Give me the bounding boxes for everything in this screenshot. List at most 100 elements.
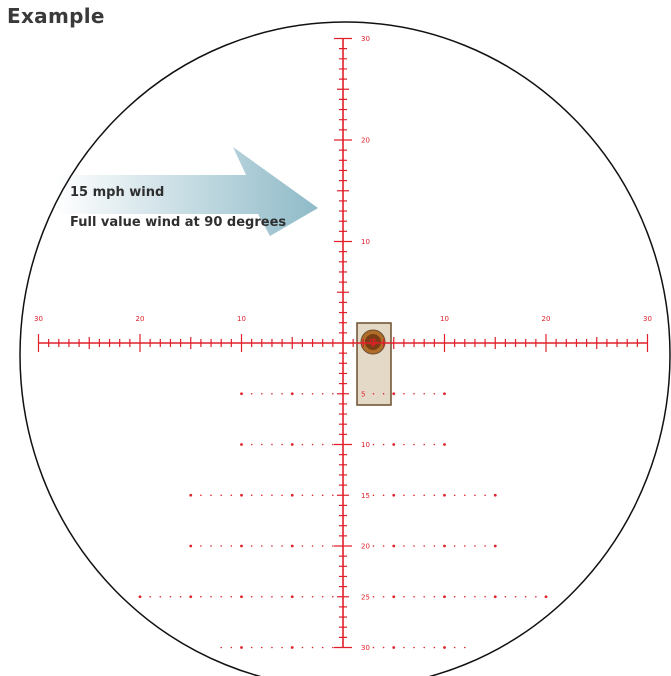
holdover-dot xyxy=(189,544,193,548)
holdover-dot xyxy=(311,595,314,598)
holdover-dot xyxy=(290,443,294,446)
reticle-h-label: 20 xyxy=(136,315,145,323)
holdover-dot xyxy=(382,443,385,446)
holdover-dot xyxy=(311,392,314,395)
holdover-dot xyxy=(443,392,446,396)
holdover-dot xyxy=(281,595,283,598)
holdover-dot xyxy=(413,443,415,446)
holdover-dot xyxy=(514,595,517,598)
holdover-dot xyxy=(261,595,263,598)
holdover-dot xyxy=(240,392,243,396)
holdover-dot xyxy=(230,545,233,547)
holdover-dot xyxy=(261,443,263,446)
holdover-dot xyxy=(464,595,466,598)
holdover-dot xyxy=(301,646,304,649)
holdover-dot xyxy=(311,443,314,446)
holdover-dot xyxy=(189,595,193,599)
holdover-dot xyxy=(413,494,415,497)
holdover-dot xyxy=(290,595,294,599)
holdover-dot xyxy=(311,646,314,649)
holdover-dot xyxy=(392,493,396,497)
holdover-dot xyxy=(484,595,486,598)
holdover-dot xyxy=(250,392,253,395)
holdover-dot xyxy=(271,646,273,649)
reticle-h-label: 10 xyxy=(237,315,246,323)
holdover-dot xyxy=(261,392,263,395)
holdover-dot xyxy=(200,545,202,547)
holdover-dot xyxy=(403,494,405,497)
holdover-dot xyxy=(332,646,334,649)
holdover-dot xyxy=(453,545,456,547)
holdover-dot xyxy=(453,595,456,598)
holdover-dot xyxy=(250,545,253,547)
holdover-dot xyxy=(220,545,222,547)
reticle-h-label: 10 xyxy=(440,315,449,323)
holdover-dot xyxy=(281,545,283,547)
holdover-dot xyxy=(372,595,375,598)
holdover-dot xyxy=(321,646,324,649)
holdover-dot xyxy=(271,595,273,598)
reticle-v-label: 30 xyxy=(361,35,370,43)
holdover-dot xyxy=(403,545,405,547)
holdover-dot xyxy=(413,646,415,649)
holdover-dot xyxy=(423,646,426,649)
holdover-dot xyxy=(433,443,436,446)
reticle-v-label: 20 xyxy=(361,137,370,145)
holdover-dot xyxy=(524,595,527,598)
holdover-dot xyxy=(403,646,405,649)
holdover-dot xyxy=(332,545,334,547)
holdover-dot xyxy=(433,545,436,547)
holdover-dot xyxy=(179,595,182,598)
holdover-dot xyxy=(372,545,375,547)
holdover-dot xyxy=(240,443,243,446)
holdover-label: 15 xyxy=(361,492,370,500)
holdover-dot xyxy=(474,595,476,598)
holdover-dot xyxy=(332,494,334,497)
wind-value-label: Full value wind at 90 degrees xyxy=(70,215,286,230)
holdover-dot xyxy=(403,392,405,395)
holdover-dot xyxy=(453,494,456,497)
holdover-dot xyxy=(382,595,385,598)
holdover-dot xyxy=(443,646,446,649)
holdover-dot xyxy=(372,494,375,497)
reticle-marks: 30 20 10 10 20 30 30 20 10 5 10 15 20 25 30 xyxy=(34,35,652,652)
holdover-dot xyxy=(250,595,253,598)
holdover-dot xyxy=(372,443,375,446)
holdover-dot xyxy=(382,494,385,497)
scope-ring xyxy=(19,21,671,676)
holdover-dot xyxy=(271,392,273,395)
holdover-dot xyxy=(281,392,283,395)
holdover-dot xyxy=(240,646,243,649)
holdover-dot xyxy=(261,646,263,649)
holdover-dot xyxy=(220,494,222,497)
holdover-dot xyxy=(240,493,243,497)
holdover-dot xyxy=(544,595,548,599)
holdover-dot xyxy=(382,545,385,547)
holdover-dot xyxy=(290,646,294,649)
holdover-dot xyxy=(403,443,405,446)
holdover-dot xyxy=(433,494,436,497)
holdover-dot xyxy=(443,544,446,548)
holdover-dot xyxy=(382,646,385,649)
holdover-label: 20 xyxy=(361,543,370,551)
holdover-label: 25 xyxy=(361,593,370,601)
holdover-dot xyxy=(535,595,537,598)
holdover-dot xyxy=(493,595,497,599)
holdover-dot xyxy=(423,392,426,395)
holdover-dot xyxy=(332,392,334,395)
holdover-dot xyxy=(261,494,263,497)
holdover-dot xyxy=(413,392,415,395)
holdover-dot xyxy=(159,595,162,598)
holdover-dot xyxy=(230,595,233,598)
holdover-dot xyxy=(464,545,466,547)
holdover-dot xyxy=(403,595,405,598)
holdover-dot xyxy=(443,595,446,599)
holdover-dot xyxy=(290,493,294,497)
holdover-dot xyxy=(311,494,314,497)
holdover-dot xyxy=(311,545,314,547)
holdover-dot xyxy=(392,443,396,446)
holdover-dot xyxy=(210,545,212,547)
holdover-dot xyxy=(200,494,202,497)
holdover-dot xyxy=(321,545,324,547)
